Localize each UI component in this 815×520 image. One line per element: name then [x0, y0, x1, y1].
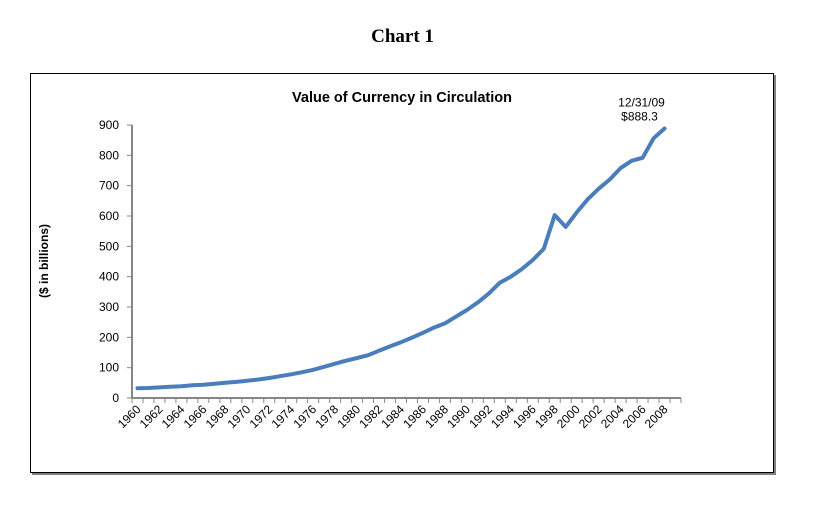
x-tick-label: 1988 [422, 402, 451, 431]
series-group [135, 126, 667, 391]
x-tick-label: 1982 [356, 402, 385, 431]
x-tick-label: 1994 [488, 402, 517, 431]
y-tick-label: 300 [99, 300, 119, 314]
x-tick-label: 2000 [554, 402, 583, 431]
annotation-date: 12/31/09 [618, 96, 665, 110]
annotation-group: 12/31/09$888.3 [618, 96, 665, 124]
y-tick-label: 100 [99, 361, 119, 375]
y-tick-label: 400 [99, 270, 119, 284]
y-tick-label: 800 [99, 148, 119, 162]
x-tick-label: 1964 [159, 402, 188, 431]
x-tick-label: 2004 [598, 402, 627, 431]
x-tick-label: 1962 [137, 402, 166, 431]
chart-title: Value of Currency in Circulation [292, 90, 512, 106]
y-tick-label: 200 [99, 330, 119, 344]
x-tick-label: 1992 [466, 402, 495, 431]
x-tick-label: 1996 [510, 402, 539, 431]
y-tick-label: 0 [112, 391, 119, 405]
y-axis: 0 100 200 300 400 500 600 700 800 900 [99, 118, 133, 405]
x-tick-label: 2006 [620, 402, 649, 431]
x-tick-label: 1990 [444, 402, 473, 431]
x-tick-label: 1980 [334, 402, 363, 431]
series-line [135, 126, 667, 391]
x-tick-label: 1974 [269, 402, 298, 431]
y-axis-label: ($ in billions) [37, 224, 51, 298]
x-tick-label: 1968 [203, 402, 232, 431]
x-tick-label: 1976 [291, 402, 320, 431]
y-tick-label: 900 [99, 118, 119, 132]
page-title: Chart 1 [371, 26, 434, 47]
y-tick-label: 700 [99, 179, 119, 193]
x-tick-label: 2008 [642, 402, 671, 431]
annotation-value: $888.3 [621, 110, 658, 124]
chart-frame [30, 73, 774, 473]
x-tick-label: 1972 [247, 402, 276, 431]
y-tick-label: 600 [99, 209, 119, 223]
x-tick-label: 1998 [532, 402, 561, 431]
x-tick-label: 1960 [115, 402, 144, 431]
x-tick-label: 1984 [378, 402, 407, 431]
y-tick-label: 500 [99, 239, 119, 253]
x-tick-label: 1966 [181, 402, 210, 431]
x-tick-label: 1978 [312, 402, 341, 431]
x-axis: 1960196219641966196819701972197419761978… [115, 397, 682, 431]
x-tick-label: 1970 [225, 402, 254, 431]
x-tick-label: 1986 [400, 402, 429, 431]
x-tick-label: 2002 [576, 402, 605, 431]
